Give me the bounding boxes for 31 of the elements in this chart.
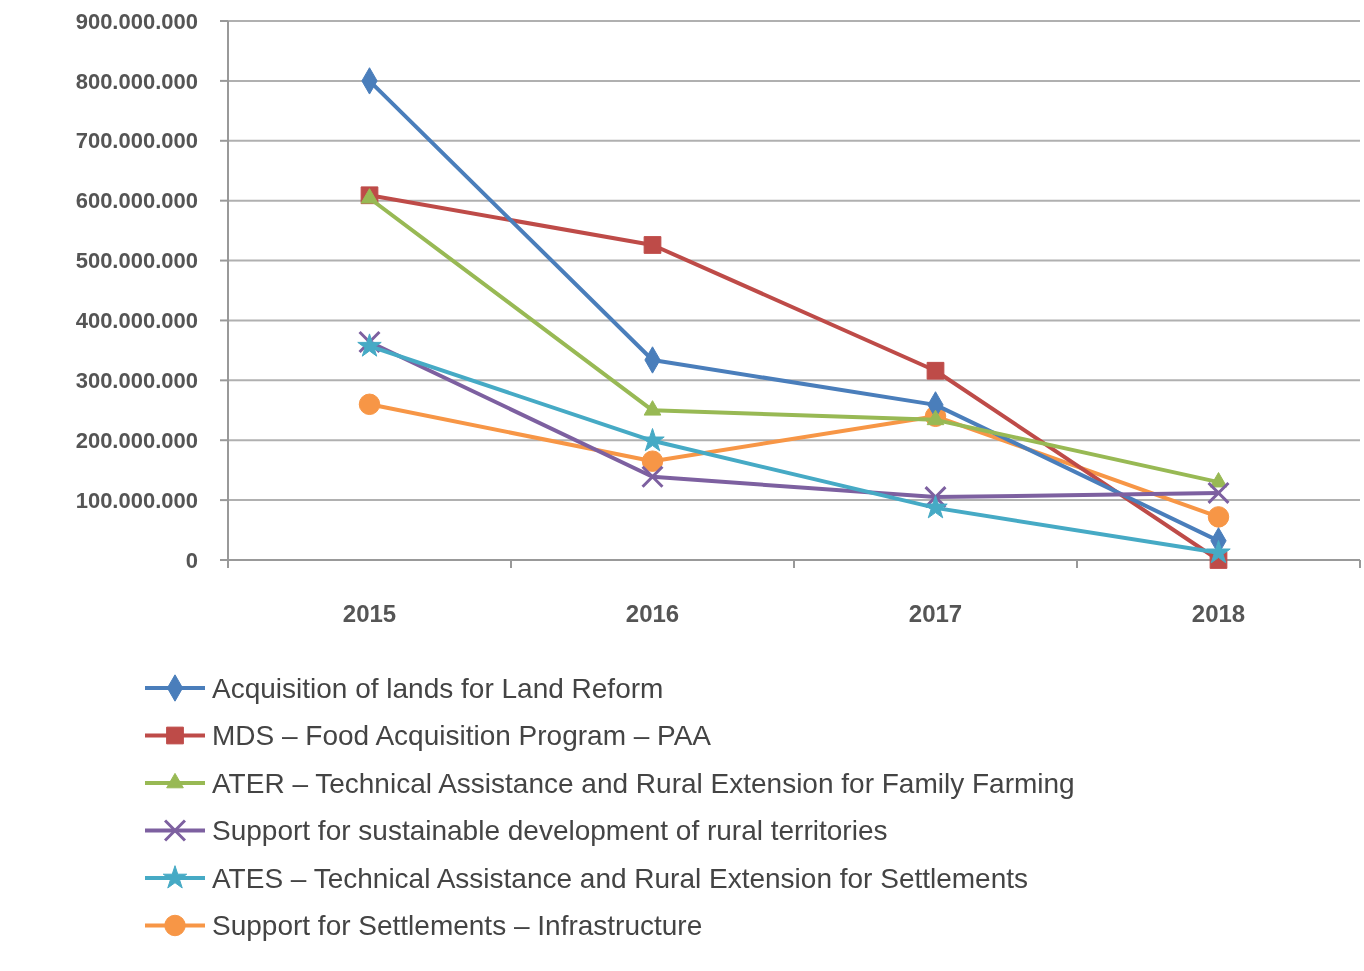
- point: [1207, 481, 1230, 505]
- y-tick-label: 300.000.000: [75, 368, 198, 394]
- legend-label: MDS – Food Acquisition Program – PAA: [212, 720, 712, 752]
- point: [926, 361, 945, 380]
- y-tick-label: 700.000.000: [75, 128, 198, 154]
- x-tick-label: 2017: [908, 600, 963, 627]
- point: [640, 428, 665, 452]
- point: [643, 236, 662, 254]
- y-tick-label: 0: [185, 547, 198, 573]
- y-tick-label: 100.000.000: [75, 487, 198, 513]
- point: [358, 393, 381, 416]
- point: [924, 485, 947, 509]
- point: [923, 495, 948, 519]
- legend-label: ATER – Technical Assistance and Rural Extension for Family Farming: [212, 767, 1075, 799]
- y-tick-label: 900.000.000: [75, 8, 198, 34]
- x-tick-label: 2016: [625, 600, 680, 627]
- y-tick-label: 200.000.000: [75, 427, 198, 453]
- point: [641, 450, 664, 472]
- y-tick-label: 500.000.000: [75, 248, 198, 274]
- legend-label: Acquisition of lands for Land Reform: [212, 672, 664, 704]
- point: [1207, 506, 1230, 528]
- legend-label: ATES – Technical Assistance and Rural Extension for Settlements: [212, 862, 1029, 894]
- x-tick-label: 2018: [1191, 600, 1246, 627]
- legend-label: Support for sustainable development of rural territories: [212, 815, 888, 847]
- point: [1206, 540, 1231, 564]
- point: [641, 465, 664, 489]
- y-tick-label: 400.000.000: [75, 308, 198, 334]
- x-tick-label: 2015: [342, 600, 397, 627]
- y-tick-label: 600.000.000: [75, 188, 198, 214]
- y-tick-label: 800.000.000: [75, 68, 198, 94]
- legend-label: Support for Settlements – Infrastructure: [212, 910, 703, 942]
